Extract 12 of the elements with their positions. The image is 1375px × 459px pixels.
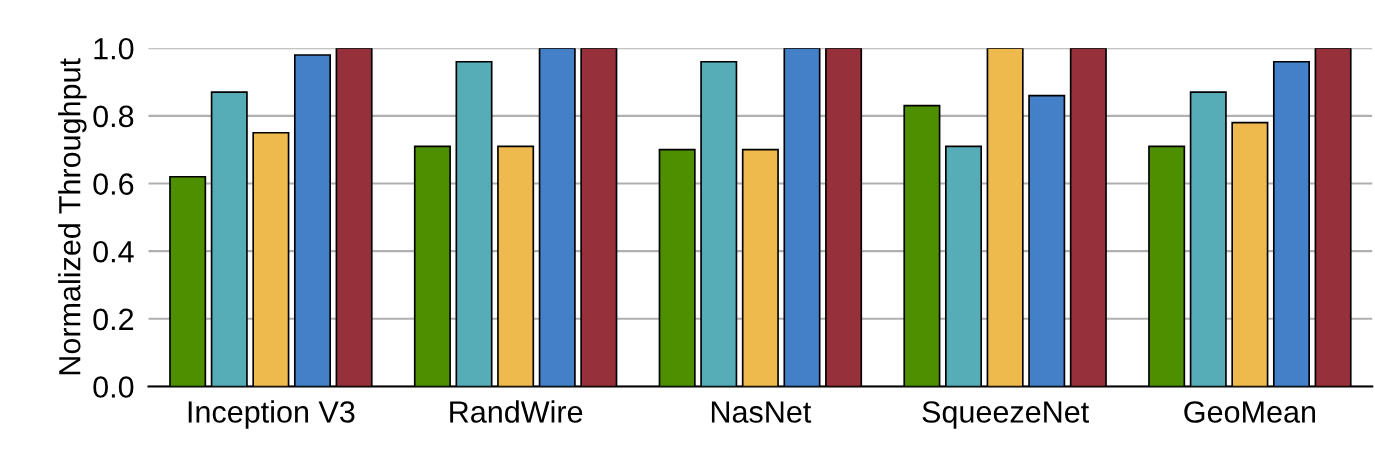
y-axis-title: Normalized Throughput (58, 58, 87, 375)
y-tick-label: 0.0 (93, 376, 134, 398)
x-tick-label: SqueezeNet (922, 401, 1089, 429)
y-tick-label: 0.4 (93, 240, 134, 263)
y-tick-label: 1.0 (94, 37, 134, 60)
x-tick-label: Inception V3 (188, 400, 355, 429)
x-tick-label: NasNet (711, 401, 812, 423)
x-tick-label: RandWire (450, 400, 583, 423)
y-tick-label: 0.8 (93, 105, 134, 128)
x-tick-label: GeoMean (1184, 401, 1315, 423)
y-tick-label: 0.2 (93, 308, 134, 331)
y-tick-label: 0.6 (93, 173, 134, 195)
